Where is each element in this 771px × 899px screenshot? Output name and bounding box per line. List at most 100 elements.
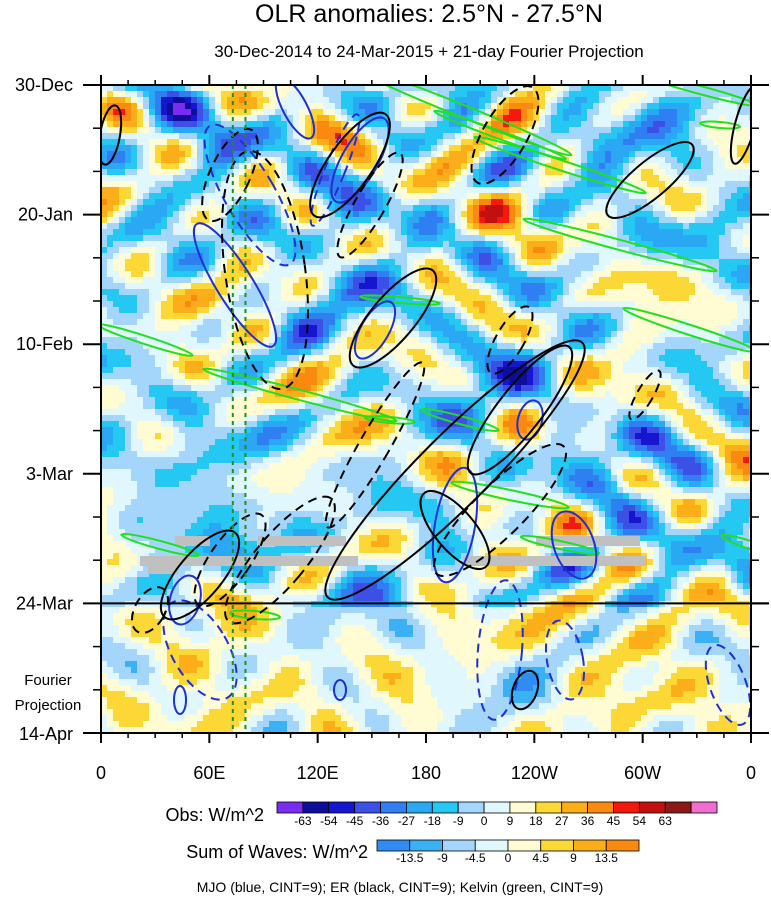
anomaly-cell — [731, 139, 738, 146]
anomaly-cell — [737, 127, 744, 134]
anomaly-cell — [437, 343, 444, 350]
anomaly-cell — [593, 355, 600, 362]
anomaly-cell — [521, 271, 528, 278]
anomaly-cell — [299, 193, 306, 200]
anomaly-cell — [461, 265, 468, 272]
anomaly-cell — [593, 223, 600, 230]
anomaly-cell — [701, 319, 708, 326]
anomaly-cell — [737, 283, 744, 290]
anomaly-cell — [161, 115, 168, 122]
anomaly-cell — [299, 313, 306, 320]
anomaly-cell — [581, 97, 588, 104]
anomaly-cell — [305, 121, 312, 128]
anomaly-cell — [293, 145, 300, 152]
anomaly-cell — [143, 91, 150, 98]
anomaly-cell — [425, 319, 432, 326]
anomaly-cell — [383, 295, 390, 302]
anomaly-cell — [197, 91, 204, 98]
anomaly-cell — [161, 313, 168, 320]
anomaly-cell — [455, 127, 462, 134]
anomaly-cell — [197, 271, 204, 278]
anomaly-cell — [263, 91, 270, 98]
anomaly-cell — [383, 157, 390, 164]
anomaly-cell — [593, 109, 600, 116]
anomaly-cell — [191, 85, 198, 92]
anomaly-cell — [437, 307, 444, 314]
anomaly-cell — [569, 277, 576, 284]
anomaly-cell — [323, 265, 330, 272]
anomaly-cell — [689, 127, 696, 134]
anomaly-cell — [515, 145, 522, 152]
anomaly-cell — [323, 235, 330, 242]
anomaly-cell — [389, 229, 396, 236]
anomaly-cell — [371, 85, 378, 92]
anomaly-cell — [551, 253, 558, 260]
anomaly-cell — [233, 259, 240, 266]
anomaly-cell — [227, 331, 234, 338]
anomaly-cell — [167, 235, 174, 242]
anomaly-cell — [725, 337, 732, 344]
anomaly-cell — [203, 247, 210, 254]
anomaly-cell — [731, 145, 738, 152]
anomaly-cell — [599, 289, 606, 296]
anomaly-cell — [689, 277, 696, 284]
anomaly-cell — [581, 193, 588, 200]
anomaly-cell — [299, 331, 306, 338]
anomaly-cell — [587, 151, 594, 158]
anomaly-cell — [191, 169, 198, 176]
anomaly-cell — [461, 169, 468, 176]
anomaly-cell — [281, 355, 288, 362]
anomaly-cell — [359, 121, 366, 128]
anomaly-cell — [257, 301, 264, 308]
anomaly-cell — [173, 217, 180, 224]
anomaly-cell — [191, 151, 198, 158]
anomaly-cell — [203, 91, 210, 98]
anomaly-cell — [239, 163, 246, 170]
anomaly-cell — [455, 283, 462, 290]
anomaly-cell — [653, 271, 660, 278]
anomaly-cell — [617, 301, 624, 308]
anomaly-cell — [329, 307, 336, 314]
anomaly-cell — [677, 217, 684, 224]
anomaly-cell — [713, 133, 720, 140]
anomaly-cell — [683, 235, 690, 242]
anomaly-cell — [647, 313, 654, 320]
anomaly-cell — [659, 289, 666, 296]
anomaly-cell — [365, 253, 372, 260]
anomaly-cell — [245, 121, 252, 128]
anomaly-cell — [509, 349, 516, 356]
anomaly-cell — [479, 193, 486, 200]
anomaly-cell — [677, 223, 684, 230]
anomaly-cell — [689, 91, 696, 98]
anomaly-cell — [383, 91, 390, 98]
anomaly-cell — [251, 223, 258, 230]
anomaly-cell — [209, 313, 216, 320]
anomaly-cell — [425, 145, 432, 152]
anomaly-cell — [131, 157, 138, 164]
anomaly-cell — [575, 289, 582, 296]
anomaly-cell — [347, 295, 354, 302]
anomaly-cell — [143, 355, 150, 362]
anomaly-cell — [575, 247, 582, 254]
anomaly-cell — [641, 343, 648, 350]
anomaly-cell — [269, 115, 276, 122]
anomaly-cell — [701, 169, 708, 176]
anomaly-cell — [119, 319, 126, 326]
anomaly-cell — [221, 139, 228, 146]
anomaly-cell — [629, 133, 636, 140]
anomaly-cell — [479, 277, 486, 284]
anomaly-cell — [155, 133, 162, 140]
anomaly-cell — [593, 253, 600, 260]
anomaly-cell — [437, 127, 444, 134]
anomaly-cell — [311, 103, 318, 110]
anomaly-cell — [587, 133, 594, 140]
anomaly-cell — [317, 259, 324, 266]
anomaly-cell — [677, 115, 684, 122]
anomaly-cell — [425, 133, 432, 140]
anomaly-cell — [683, 271, 690, 278]
anomaly-cell — [575, 199, 582, 206]
anomaly-cell — [455, 265, 462, 272]
anomaly-cell — [599, 223, 606, 230]
anomaly-cell — [713, 337, 720, 344]
anomaly-cell — [431, 139, 438, 146]
